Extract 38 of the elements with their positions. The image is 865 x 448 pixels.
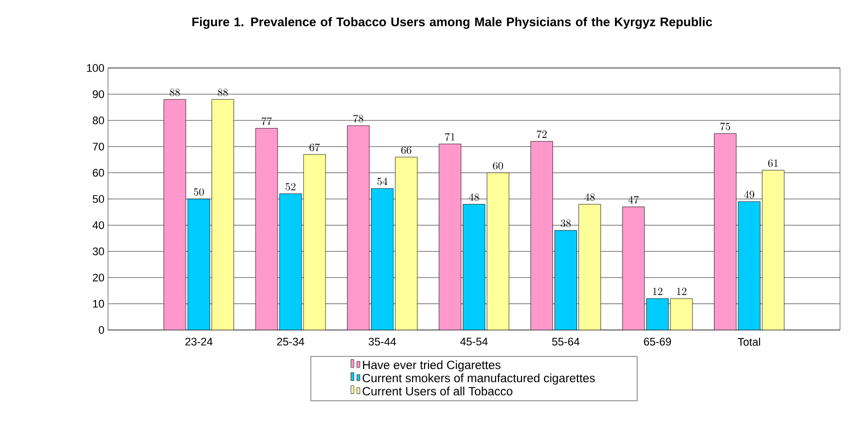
data-label: 72 <box>536 130 547 138</box>
data-label: 60 <box>493 162 504 170</box>
x-tick-label: 65-69 <box>644 338 671 346</box>
data-label: 66 <box>401 146 412 154</box>
y-tick-label: 0 <box>98 326 104 334</box>
data-label: 75 <box>720 122 730 130</box>
data-label: 47 <box>628 196 639 204</box>
y-tick-label: 80 <box>92 116 104 124</box>
x-tick-label: 35-44 <box>368 338 396 346</box>
y-tick-label: 60 <box>92 168 104 177</box>
data-label: 50 <box>194 188 204 196</box>
x-tick-label: Total <box>738 338 760 346</box>
data-label: 52 <box>286 182 296 190</box>
y-tick-label: 10 <box>93 300 104 308</box>
x-tick-label: 25-34 <box>277 338 304 346</box>
data-label: 49 <box>744 190 754 198</box>
x-tick-label: 23-24 <box>185 338 213 346</box>
chart-title: Figure 1. Prevalence of Tobacco Users among Male Physicians of the Kyrgyz Republic <box>192 17 712 29</box>
legend-label: Have ever tried Cigarettes <box>363 360 500 372</box>
data-label: 71 <box>445 133 455 141</box>
x-tick-label: 55-64 <box>552 338 580 346</box>
y-tick-label: 20 <box>92 274 104 282</box>
data-label: 61 <box>768 159 778 167</box>
data-label: 54 <box>377 178 388 186</box>
data-label: 12 <box>676 288 686 296</box>
y-tick-label: 40 <box>92 221 104 230</box>
legend-label: Current Users of all Tobacco <box>362 386 512 396</box>
y-tick-label: 90 <box>92 90 104 98</box>
legend-label: Current smokers of manufactured cigarettes <box>362 374 595 385</box>
data-label: 48 <box>584 193 595 201</box>
y-tick-label: 30 <box>92 248 104 256</box>
x-tick-label: 45-54 <box>460 338 488 346</box>
data-label: 67 <box>310 144 320 152</box>
data-label: 12 <box>652 288 662 296</box>
y-tick-label: 50 <box>92 195 104 203</box>
y-tick-label: 70 <box>92 142 104 150</box>
y-tick-label: 100 <box>87 64 104 72</box>
data-label: 48 <box>468 193 479 201</box>
